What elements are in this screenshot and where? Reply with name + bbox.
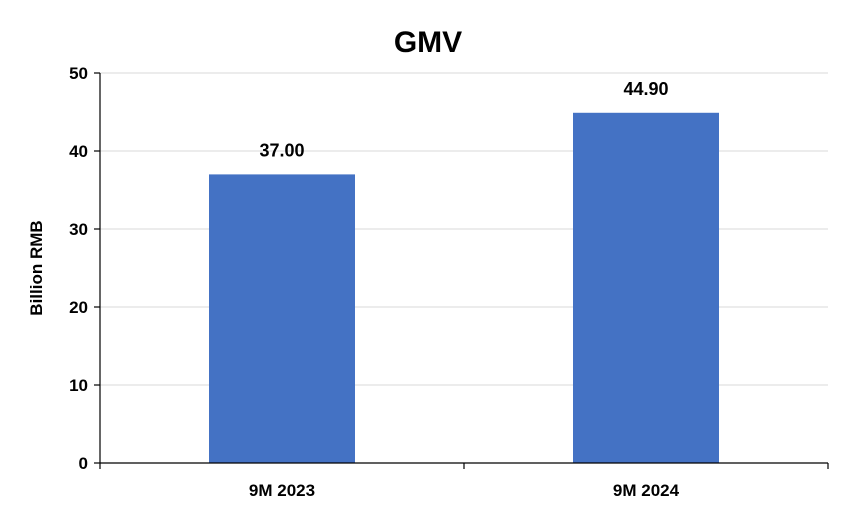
chart-title: GMV (394, 26, 462, 59)
bars (209, 112, 719, 463)
x-tick-label: 9M 2023 (249, 481, 315, 500)
axes (99, 73, 829, 469)
y-tick-label: 40 (69, 142, 88, 161)
y-tick-label: 50 (69, 64, 88, 83)
y-axis-label: Billion RMB (27, 220, 46, 315)
x-tick-label: 9M 2024 (613, 481, 680, 500)
bar (209, 174, 355, 463)
y-axis-ticks: 0 10 20 30 40 50 (69, 64, 100, 473)
y-tick-label: 0 (79, 454, 88, 473)
data-label: 37.00 (259, 140, 304, 160)
y-tick-label: 10 (69, 376, 88, 395)
data-label: 44.90 (623, 79, 668, 99)
bar (573, 112, 719, 463)
y-tick-label: 30 (69, 220, 88, 239)
x-axis-ticks: 9M 2023 9M 2024 (249, 481, 680, 500)
y-tick-label: 20 (69, 298, 88, 317)
data-labels: 37.00 44.90 (259, 79, 668, 161)
